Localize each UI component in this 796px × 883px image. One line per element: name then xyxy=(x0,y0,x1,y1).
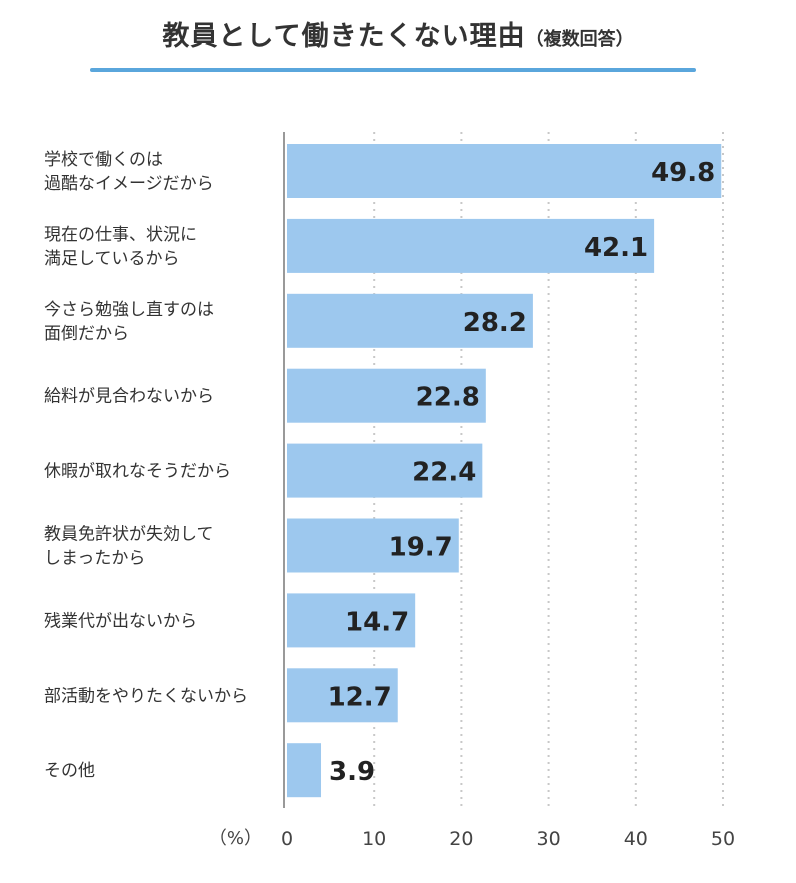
x-tick-label: 20 xyxy=(449,828,473,850)
x-tick-label: 10 xyxy=(362,828,386,850)
data-label: 22.8 xyxy=(416,383,480,413)
bar xyxy=(287,668,398,723)
chart-title: 教員として働きたくない理由（複数回答） xyxy=(0,14,796,53)
category-label: 給料が見合わないから xyxy=(44,387,214,407)
bar xyxy=(287,518,459,573)
data-label: 19.7 xyxy=(389,533,453,563)
bar xyxy=(287,593,416,648)
bar xyxy=(287,443,483,498)
category-label: 過酷なイメージだから xyxy=(44,174,214,194)
data-label: 22.4 xyxy=(412,458,476,488)
x-tick-label: 30 xyxy=(537,828,561,850)
x-tick-label: 0 xyxy=(281,828,293,850)
data-label: 3.9 xyxy=(329,757,375,787)
category-label: 面倒だから xyxy=(44,324,129,344)
category-label: 満足しているから xyxy=(44,249,180,269)
data-label: 42.1 xyxy=(584,233,648,263)
x-tick-label: 50 xyxy=(711,828,735,850)
data-label: 28.2 xyxy=(463,308,527,338)
category-label: 部活動をやりたくないから xyxy=(44,686,248,706)
bar xyxy=(287,218,655,273)
chart-title-main: 教員として働きたくない理由 xyxy=(162,21,526,52)
data-label: 12.7 xyxy=(328,682,392,712)
bar xyxy=(287,743,322,798)
category-label: 休暇が取れなそうだから xyxy=(44,462,231,482)
bar xyxy=(287,293,533,348)
category-label: 学校で働くのは xyxy=(44,150,163,170)
category-label: しまったから xyxy=(44,549,145,569)
category-label: 残業代が出ないから xyxy=(44,611,197,631)
data-label: 14.7 xyxy=(345,607,409,637)
title-underline xyxy=(90,68,696,72)
chart-title-sub: （複数回答） xyxy=(525,29,634,50)
x-axis-unit: （%） xyxy=(209,828,262,849)
category-label: 現在の仕事、状況に xyxy=(44,225,197,245)
bar xyxy=(287,368,486,423)
category-label: 教員免許状が失効して xyxy=(44,525,214,545)
category-label: その他 xyxy=(44,761,95,781)
data-label: 49.8 xyxy=(651,158,715,188)
bar xyxy=(287,144,722,198)
x-tick-label: 40 xyxy=(624,828,648,850)
category-label: 今さら勉強し直すのは xyxy=(44,300,214,320)
